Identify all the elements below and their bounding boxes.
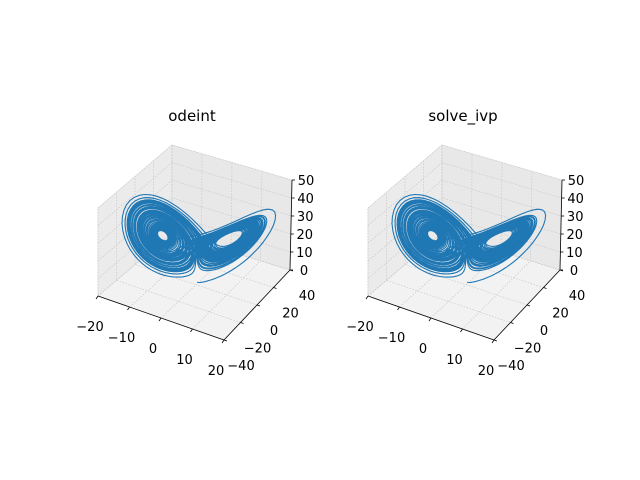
- z-tick-label: 10: [296, 246, 313, 261]
- z-grid-line: [97, 162, 292, 226]
- z-tick-label: 30: [297, 210, 314, 225]
- y-tick-label: 20: [552, 307, 569, 322]
- x-tick-label: 20: [208, 364, 225, 379]
- z-axis-line: [289, 179, 293, 271]
- x-tick-mark: [397, 306, 400, 311]
- z-grid-line: [367, 179, 562, 244]
- z-tick-label: 10: [566, 246, 583, 261]
- z-axis-ticks: 0 10 20 30 40 50: [560, 174, 584, 279]
- x-tick-mark: [365, 295, 369, 300]
- x-axis-ticks: −20 −10 0 10 20: [346, 295, 495, 379]
- y-tick-mark: [273, 287, 277, 289]
- y-tick-mark: [510, 322, 514, 324]
- x-tick-label: −20: [346, 320, 373, 335]
- z-tick-label: 50: [298, 174, 315, 189]
- y-grid-line: [116, 192, 241, 323]
- x-tick-mark: [158, 317, 162, 322]
- x-tick-mark: [190, 328, 193, 333]
- z-grid-line: [97, 197, 291, 262]
- y-tick-mark: [526, 304, 531, 307]
- x-tick-mark: [95, 295, 99, 300]
- x-tick-mark: [221, 339, 225, 344]
- trajectory-path: [121, 193, 277, 284]
- z-grid-line: [367, 197, 561, 262]
- y-tick-label: −40: [227, 359, 254, 374]
- x-tick-label: 20: [478, 364, 495, 379]
- y-tick-label: −20: [244, 342, 271, 357]
- x-tick-label: 0: [149, 342, 157, 357]
- y-tick-mark: [543, 287, 547, 289]
- y-tick-mark: [240, 322, 244, 324]
- x-tick-label: −20: [76, 320, 103, 335]
- z-tick-label: 0: [300, 264, 308, 279]
- z-tick-label: 30: [567, 210, 584, 225]
- x-tick-mark: [428, 317, 432, 322]
- z-tick-label: 20: [567, 228, 584, 243]
- x-tick-mark: [491, 339, 495, 344]
- x-tick-label: 10: [446, 353, 463, 368]
- y-tick-mark: [223, 339, 228, 342]
- z-tick-label: 40: [297, 192, 314, 207]
- trajectory-line: [121, 193, 277, 284]
- y-tick-mark: [493, 339, 498, 342]
- x-tick-mark: [460, 328, 463, 333]
- x-tick-label: 10: [176, 353, 193, 368]
- y-tick-label: 40: [299, 289, 316, 304]
- y-tick-label: 40: [569, 289, 586, 304]
- z-grid-line: [97, 179, 292, 244]
- y-tick-label: −40: [497, 359, 524, 374]
- z-grid-line: [367, 144, 563, 209]
- x-tick-label: 0: [419, 342, 427, 357]
- z-tick-label: 50: [568, 174, 585, 189]
- z-axis-line: [559, 179, 563, 271]
- trajectory-path: [391, 193, 547, 284]
- z-grid-line: [367, 162, 562, 226]
- y-tick-label: −20: [514, 342, 541, 357]
- subplot-title: solve_ivp: [428, 107, 497, 126]
- trajectory-line: [391, 193, 547, 284]
- y-tick-label: 20: [282, 307, 299, 322]
- x-tick-label: −10: [108, 331, 135, 346]
- x-tick-mark: [127, 306, 130, 311]
- y-tick-mark: [256, 304, 261, 307]
- z-tick-label: 20: [297, 228, 314, 243]
- y-tick-label: 0: [270, 324, 278, 339]
- z-tick-label: 40: [567, 192, 584, 207]
- y-grid-line: [386, 192, 511, 323]
- z-axis-ticks: 0 10 20 30 40 50: [290, 174, 314, 279]
- z-tick-label: 0: [570, 264, 578, 279]
- x-axis-ticks: −20 −10 0 10 20: [76, 295, 225, 379]
- subplot-title: odeint: [168, 107, 216, 125]
- x-tick-label: −10: [378, 331, 405, 346]
- y-tick-label: 0: [540, 324, 548, 339]
- z-grid-line: [97, 144, 293, 209]
